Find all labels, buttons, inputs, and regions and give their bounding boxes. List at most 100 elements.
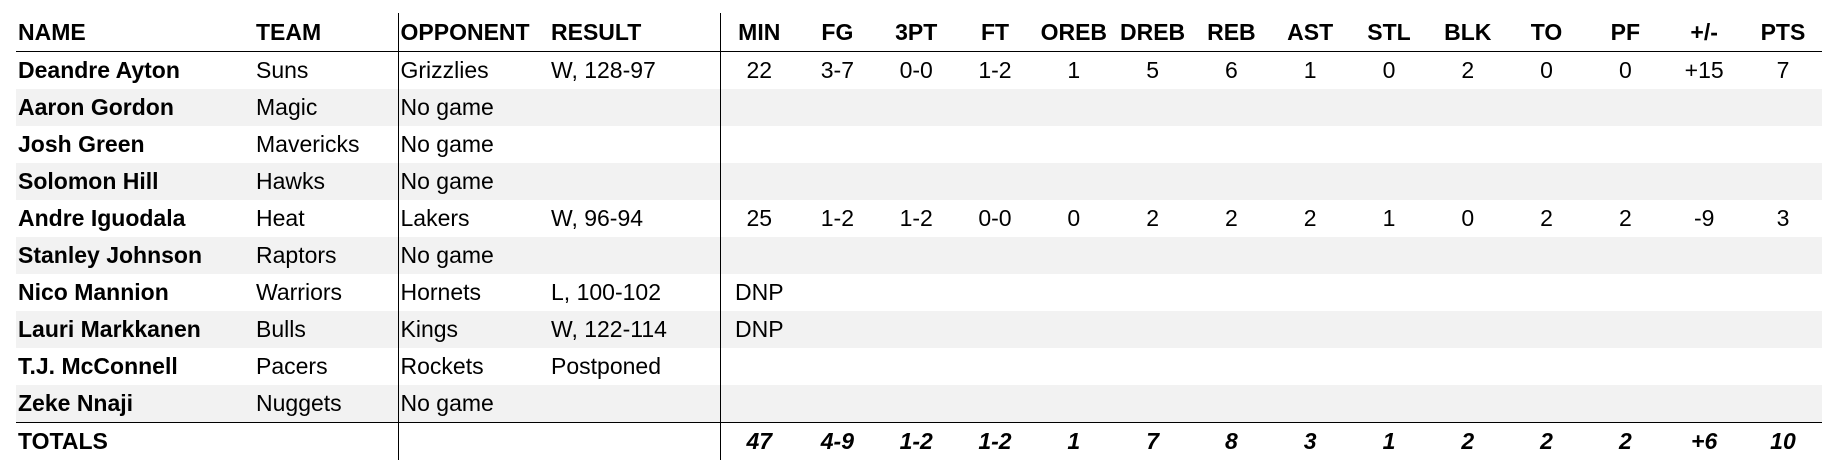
team-cell: Heat [256,205,305,231]
stat-cell [1585,163,1665,200]
header-plus-minus: +/- [1664,13,1744,52]
box-score-table: NAME TEAM OPPONENT RESULT MIN FG 3PT FT OREB DREB… [16,13,1822,460]
stat-cell [1270,311,1350,348]
stat-cell [1113,311,1192,348]
stat-cell [1349,311,1429,348]
stat-cell [1113,163,1192,200]
stat-cell: +15 [1684,57,1724,83]
player-name: Deandre Ayton [18,57,180,83]
result-cell: L, 100-102 [551,279,661,305]
table-header: NAME TEAM OPPONENT RESULT MIN FG 3PT FT OREB DREB… [16,13,1822,52]
stat-cell [1586,126,1665,163]
opponent-cell: No game [397,237,549,274]
stat-cell [876,385,956,423]
total-stat-cell: 10 [1743,422,1822,460]
stat-cell: 3-7 [820,57,855,83]
team-cell: Hawks [254,163,398,200]
totals-label: TOTALS [16,422,254,460]
stat-cell [955,311,1035,348]
stat-cell: 2 [1618,205,1632,231]
stat-cell [1271,274,1350,311]
stat-cell [1034,274,1113,311]
player-name: Andre Iguodala [18,205,186,231]
result-cell: W, 122-114 [549,311,720,348]
result-cell [549,163,720,200]
header-name: NAME [16,13,254,52]
total-stat-cell: 1 [1034,422,1114,460]
stat-cell [1113,237,1192,274]
total-stat-cell: 47 [719,422,798,460]
stat-cell [876,311,956,348]
table-body: Deandre Ayton Suns Grizzlies W, 128-97 22 3-7… [16,51,1822,423]
header-blk: BLK [1428,13,1508,52]
team-cell: Suns [256,57,309,83]
stat-cell [1271,126,1350,163]
opponent-cell: No game [397,126,549,163]
stat-cell [1428,89,1508,126]
table-row: T.J. McConnell Pacers Rockets Postponed [16,348,1822,385]
stat-cell [1350,348,1429,385]
stat-cell [1743,385,1822,423]
result-cell: W, 128-97 [551,57,656,83]
team-cell: Magic [254,89,398,126]
header-pts: PTS [1743,13,1822,52]
stat-cell [1744,348,1822,385]
stat-cell [877,274,956,311]
stat-cell [1113,348,1192,385]
player-name: Solomon Hill [16,163,254,200]
stat-cell [1349,237,1429,274]
stat-cell: 1-2 [899,205,933,231]
stat-cell [1664,311,1744,348]
team-cell: Nuggets [254,385,398,423]
stat-cell [956,274,1035,311]
team-cell: Mavericks [256,131,360,157]
header-3pt: 3PT [876,13,956,52]
stat-cell [1744,274,1822,311]
header-ft: FT [955,13,1035,52]
stat-cell [719,385,798,423]
total-stat-cell: 1-2 [955,422,1035,460]
stat-cell [1428,237,1508,274]
total-stat-cell: 2 [1428,422,1508,460]
stat-cell [1191,311,1271,348]
header-fg: FG [798,13,877,52]
total-stat-cell: 8 [1191,422,1271,460]
stat-cell: 0 [1540,57,1553,83]
stat-cell: 0 [1067,205,1081,231]
result-cell [549,126,720,163]
player-name: Aaron Gordon [16,89,254,126]
stat-cell [955,385,1035,423]
stat-cell: 2 [1146,205,1159,231]
table-row: Nico Mannion Warriors Hornets L, 100-102 DNP [16,274,1822,311]
stat-cell [1428,311,1508,348]
stat-cell [1270,163,1350,200]
stat-cell [1191,89,1271,126]
stat-cell [1743,311,1822,348]
stat-cell: 5 [1146,57,1159,83]
stat-cell [1113,89,1192,126]
stat-cell: DNP [719,274,798,311]
stat-cell: 1 [1067,57,1081,83]
stat-cell [956,126,1035,163]
total-stat-cell: 4-9 [798,422,877,460]
stat-cell [1428,348,1507,385]
box-score-table-container: NAME TEAM OPPONENT RESULT MIN FG 3PT FT OREB DREB… [16,13,1822,460]
stat-cell [1586,348,1665,385]
total-stat-cell: +6 [1664,422,1744,460]
stat-cell [1507,163,1586,200]
stat-cell: 2 [1224,205,1238,231]
stat-cell: 1-2 [820,205,855,231]
stat-cell [876,89,956,126]
stat-cell [719,348,798,385]
result-cell [549,385,720,423]
stat-cell [1507,385,1586,423]
stat-cell [1271,348,1350,385]
stat-cell: 25 [719,200,798,237]
stat-cell [1664,385,1744,423]
header-opponent: OPPONENT [397,13,549,52]
stat-cell [1586,274,1665,311]
stat-cell [1428,385,1508,423]
player-name: Zeke Nnaji [16,385,254,423]
stat-cell [719,237,798,274]
stat-cell: 1-2 [978,57,1012,83]
